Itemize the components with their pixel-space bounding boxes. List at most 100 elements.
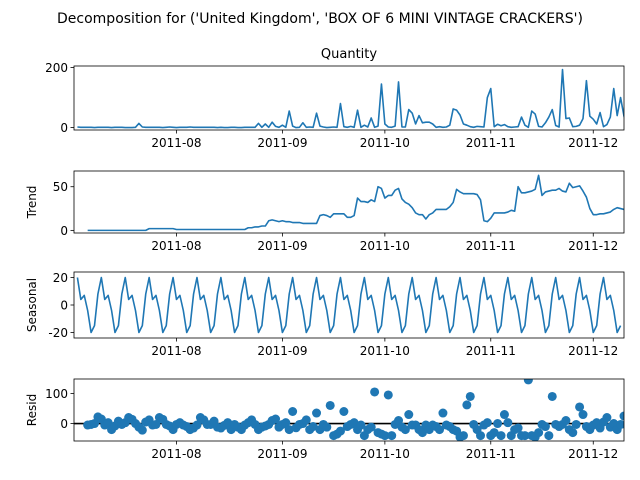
resid-point <box>637 420 640 429</box>
resid-point <box>438 408 448 418</box>
resid-point <box>534 428 544 438</box>
resid-point <box>462 400 472 410</box>
resid-point <box>192 420 202 430</box>
y-axis-label: Seasonal <box>25 278 39 332</box>
x-tick-label: 2011-10 <box>360 136 410 150</box>
resid-point <box>482 418 492 428</box>
resid-point <box>540 422 550 432</box>
resid-point <box>312 408 322 418</box>
series-line <box>77 68 624 129</box>
plot-area <box>74 379 640 441</box>
y-tick-label: 0 <box>60 299 68 313</box>
y-tick-label: 50 <box>53 180 68 194</box>
subplot-4: Resid 0 100 2011-08 2011-09 2011-10 2011-11 201… <box>25 378 640 461</box>
figure-suptitle: Decomposition for ('United Kingdom', 'BO… <box>57 11 583 27</box>
axes-frame <box>73 170 625 234</box>
x-tick-label: 2011-09 <box>257 136 307 150</box>
resid-point <box>626 425 635 434</box>
resid-point <box>571 419 581 429</box>
y-axis-label: Resid <box>25 394 39 426</box>
x-tick-label: 2011-10 <box>360 239 410 253</box>
x-tick-label: 2011-09 <box>257 239 307 253</box>
resid-point <box>503 418 513 428</box>
resid-point <box>383 390 393 400</box>
resid-point <box>602 413 612 423</box>
x-tick-label: 2011-08 <box>151 239 201 253</box>
resid-point <box>322 422 332 432</box>
resid-point <box>281 418 291 428</box>
plot-area <box>87 174 624 232</box>
resid-point <box>496 431 506 441</box>
resid-point <box>619 411 624 421</box>
series-line <box>87 174 624 232</box>
resid-point <box>404 410 414 420</box>
subplot-3: Seasonal -20 0 20 2011-08 2011-09 2011-10 2011-… <box>25 271 625 358</box>
resid-point <box>544 431 554 441</box>
y-tick-label: 100 <box>45 387 68 401</box>
x-tick-label: 2011-11 <box>466 136 516 150</box>
x-tick-label: 2011-08 <box>151 136 201 150</box>
x-tick-label: 2011-08 <box>151 344 201 358</box>
axes-frame <box>73 65 625 131</box>
series-line <box>76 276 622 334</box>
y-tick-label: 200 <box>45 61 68 75</box>
y-tick-label: 0 <box>60 224 68 238</box>
resid-point <box>633 419 640 428</box>
resid-point <box>458 431 468 441</box>
plot-area <box>76 276 622 334</box>
y-tick-label: 0 <box>60 417 68 431</box>
resid-point <box>568 428 578 438</box>
resid-point <box>301 415 311 425</box>
resid-point <box>370 387 380 397</box>
resid-point <box>366 422 376 432</box>
x-tick-label: 2011-12 <box>568 136 618 150</box>
x-tick-label: 2011-08 <box>151 447 201 461</box>
subplot-title: Quantity <box>321 47 377 62</box>
resid-point <box>271 414 281 424</box>
resid-point <box>547 391 557 401</box>
x-tick-label: 2011-10 <box>360 447 410 461</box>
x-tick-label: 2011-11 <box>466 344 516 358</box>
resid-point <box>339 407 349 417</box>
resid-point <box>630 420 639 429</box>
resid-point <box>349 418 359 428</box>
resid-point <box>394 416 404 426</box>
resid-point <box>308 422 318 432</box>
y-axis-label: Trend <box>25 186 39 220</box>
resid-point <box>335 426 345 436</box>
subplot-1: Quantity 0 200 2011-08 2011-09 2011-10 2011-11… <box>45 47 625 150</box>
resid-point <box>103 418 113 428</box>
resid-point <box>493 419 503 429</box>
resid-point <box>575 402 585 412</box>
x-tick-label: 2011-12 <box>568 239 618 253</box>
y-tick-label: 20 <box>53 271 68 285</box>
resid-point <box>561 416 571 426</box>
resid-point <box>520 431 530 441</box>
resid-point <box>465 391 475 401</box>
resid-point <box>578 410 588 420</box>
y-tick-label: 0 <box>60 121 68 135</box>
resid-point <box>325 400 335 410</box>
resid-point <box>380 431 390 441</box>
resid-point <box>89 419 99 429</box>
resid-point <box>513 423 523 433</box>
x-tick-label: 2011-09 <box>257 344 307 358</box>
x-tick-label: 2011-11 <box>466 239 516 253</box>
resid-point <box>387 431 397 441</box>
resid-point <box>417 428 427 438</box>
x-tick-label: 2011-09 <box>257 447 307 461</box>
resid-point <box>288 407 298 417</box>
resid-point <box>151 419 161 429</box>
resid-point <box>489 428 499 438</box>
y-tick-label: -20 <box>48 326 68 340</box>
x-tick-label: 2011-12 <box>568 447 618 461</box>
resid-point <box>523 379 533 385</box>
resid-point <box>476 431 486 441</box>
x-tick-label: 2011-11 <box>466 447 516 461</box>
resid-point <box>435 425 445 435</box>
resid-point <box>284 425 294 435</box>
x-tick-label: 2011-12 <box>568 344 618 358</box>
resid-point <box>499 410 509 420</box>
